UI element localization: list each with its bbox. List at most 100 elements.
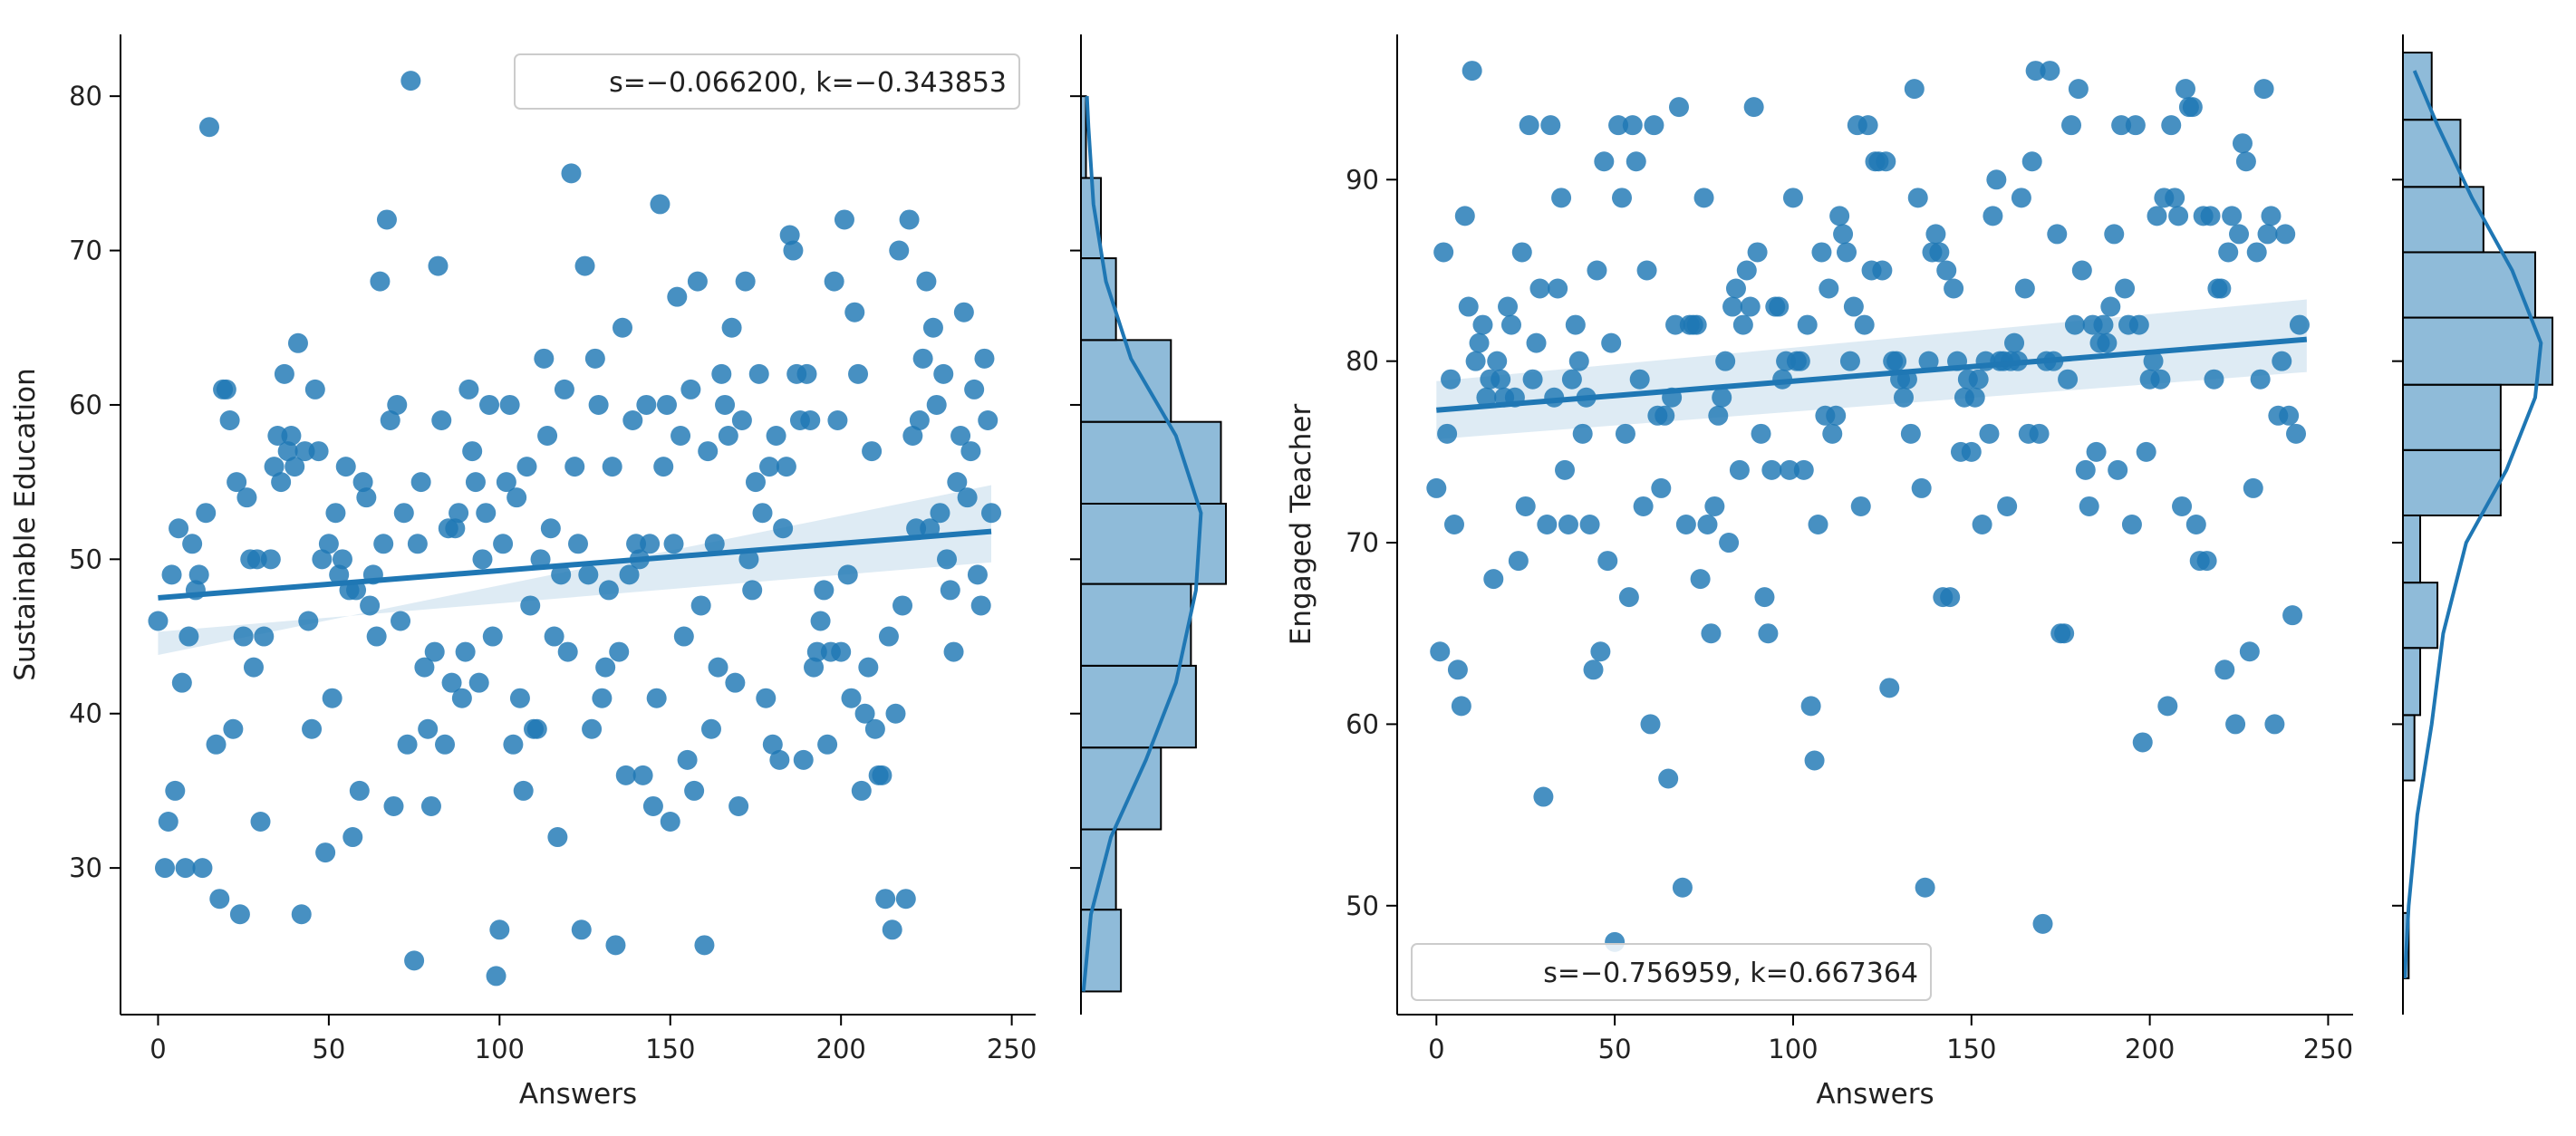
y-tick-label: 30 (69, 852, 102, 883)
data-point (2246, 242, 2267, 263)
data-point (250, 812, 271, 833)
data-point (2168, 206, 2189, 226)
data-point (1615, 423, 1635, 444)
data-point (274, 363, 294, 384)
data-point (1972, 515, 1992, 534)
data-point (281, 426, 302, 447)
x-tick-label: 0 (1428, 1034, 1444, 1064)
data-point (1736, 260, 1757, 281)
data-point (1826, 405, 1847, 426)
data-point (902, 426, 923, 447)
data-point (1561, 369, 1582, 390)
data-point (640, 534, 661, 554)
data-point (831, 641, 852, 662)
data-point (602, 457, 622, 477)
data-point (814, 580, 835, 601)
data-point (2161, 115, 2182, 136)
data-point (1907, 188, 1928, 208)
data-point (271, 472, 292, 493)
data-point (650, 194, 671, 215)
data-point (503, 734, 524, 755)
data-point (1968, 369, 1989, 390)
data-point (827, 409, 848, 430)
data-point (2218, 242, 2239, 263)
data-point (2004, 332, 2025, 353)
data-point (1558, 515, 1578, 534)
data-point (824, 271, 844, 292)
histogram-bar (2402, 251, 2536, 319)
data-point (837, 564, 858, 585)
data-point (1983, 206, 2003, 226)
y-tick-label: 60 (1346, 708, 1379, 739)
data-point (1579, 515, 1600, 534)
data-point (2250, 369, 2271, 390)
data-point (2204, 369, 2224, 390)
data-point (1443, 515, 1464, 534)
data-point (1672, 877, 1693, 898)
data-point (1529, 278, 1550, 299)
data-point (2243, 477, 2263, 498)
data-point (1522, 369, 1543, 390)
data-point (796, 363, 817, 384)
data-point (1701, 623, 1722, 644)
data-point (1708, 405, 1729, 426)
data-point (2172, 496, 2193, 516)
data-point (1555, 459, 1576, 480)
data-point (978, 409, 999, 430)
data-point (1491, 369, 1511, 390)
data-point (864, 718, 885, 739)
data-point (700, 718, 721, 739)
data-point (420, 795, 441, 816)
data-point (557, 641, 578, 662)
data-point (1833, 224, 1854, 245)
data-point (209, 889, 230, 910)
data-point (1879, 678, 1900, 698)
data-point (2239, 641, 2260, 662)
data-point (308, 441, 329, 462)
y-axis-label: Engaged Teacher (1285, 404, 1317, 646)
data-point (526, 718, 547, 739)
marginal-histogram (2392, 34, 2553, 1015)
data-point (776, 457, 796, 477)
data-point (294, 441, 315, 462)
data-point (547, 827, 568, 848)
data-point (1929, 242, 1950, 263)
data-point (1462, 61, 1482, 82)
data-point (1458, 296, 1479, 317)
data-point (2275, 224, 2296, 245)
data-point (632, 765, 653, 785)
data-point (748, 363, 769, 384)
data-point (1743, 97, 1764, 118)
data-point (909, 409, 930, 430)
data-point (1754, 587, 1775, 608)
data-point (704, 534, 725, 554)
data-point (544, 626, 564, 647)
data-point (2014, 278, 2035, 299)
data-point (1793, 459, 1814, 480)
data-point (1936, 260, 1957, 281)
data-point (598, 580, 619, 601)
data-point (1487, 351, 1508, 371)
data-point (804, 657, 825, 678)
data-point (1740, 296, 1761, 317)
data-point (540, 518, 561, 539)
histogram-bar (1080, 339, 1172, 423)
subplot-1: 0 50 100 150 200 250 30 40 50 60 70 80 Answers Sustai… (9, 34, 1227, 1111)
data-point (2025, 61, 2046, 82)
data-point (769, 749, 790, 770)
data-point (264, 457, 285, 477)
data-point (1655, 405, 1675, 426)
y-tick-label: 60 (69, 390, 102, 420)
data-point (2132, 732, 2153, 753)
data-point (1961, 441, 1982, 462)
data-point (1451, 696, 1471, 717)
histogram-bar (2402, 514, 2422, 584)
data-point (885, 703, 906, 724)
data-point (595, 657, 616, 678)
data-point (373, 534, 394, 554)
data-point (793, 749, 814, 770)
data-point (376, 209, 397, 230)
data-point (2115, 278, 2136, 299)
data-point (1597, 551, 1618, 572)
